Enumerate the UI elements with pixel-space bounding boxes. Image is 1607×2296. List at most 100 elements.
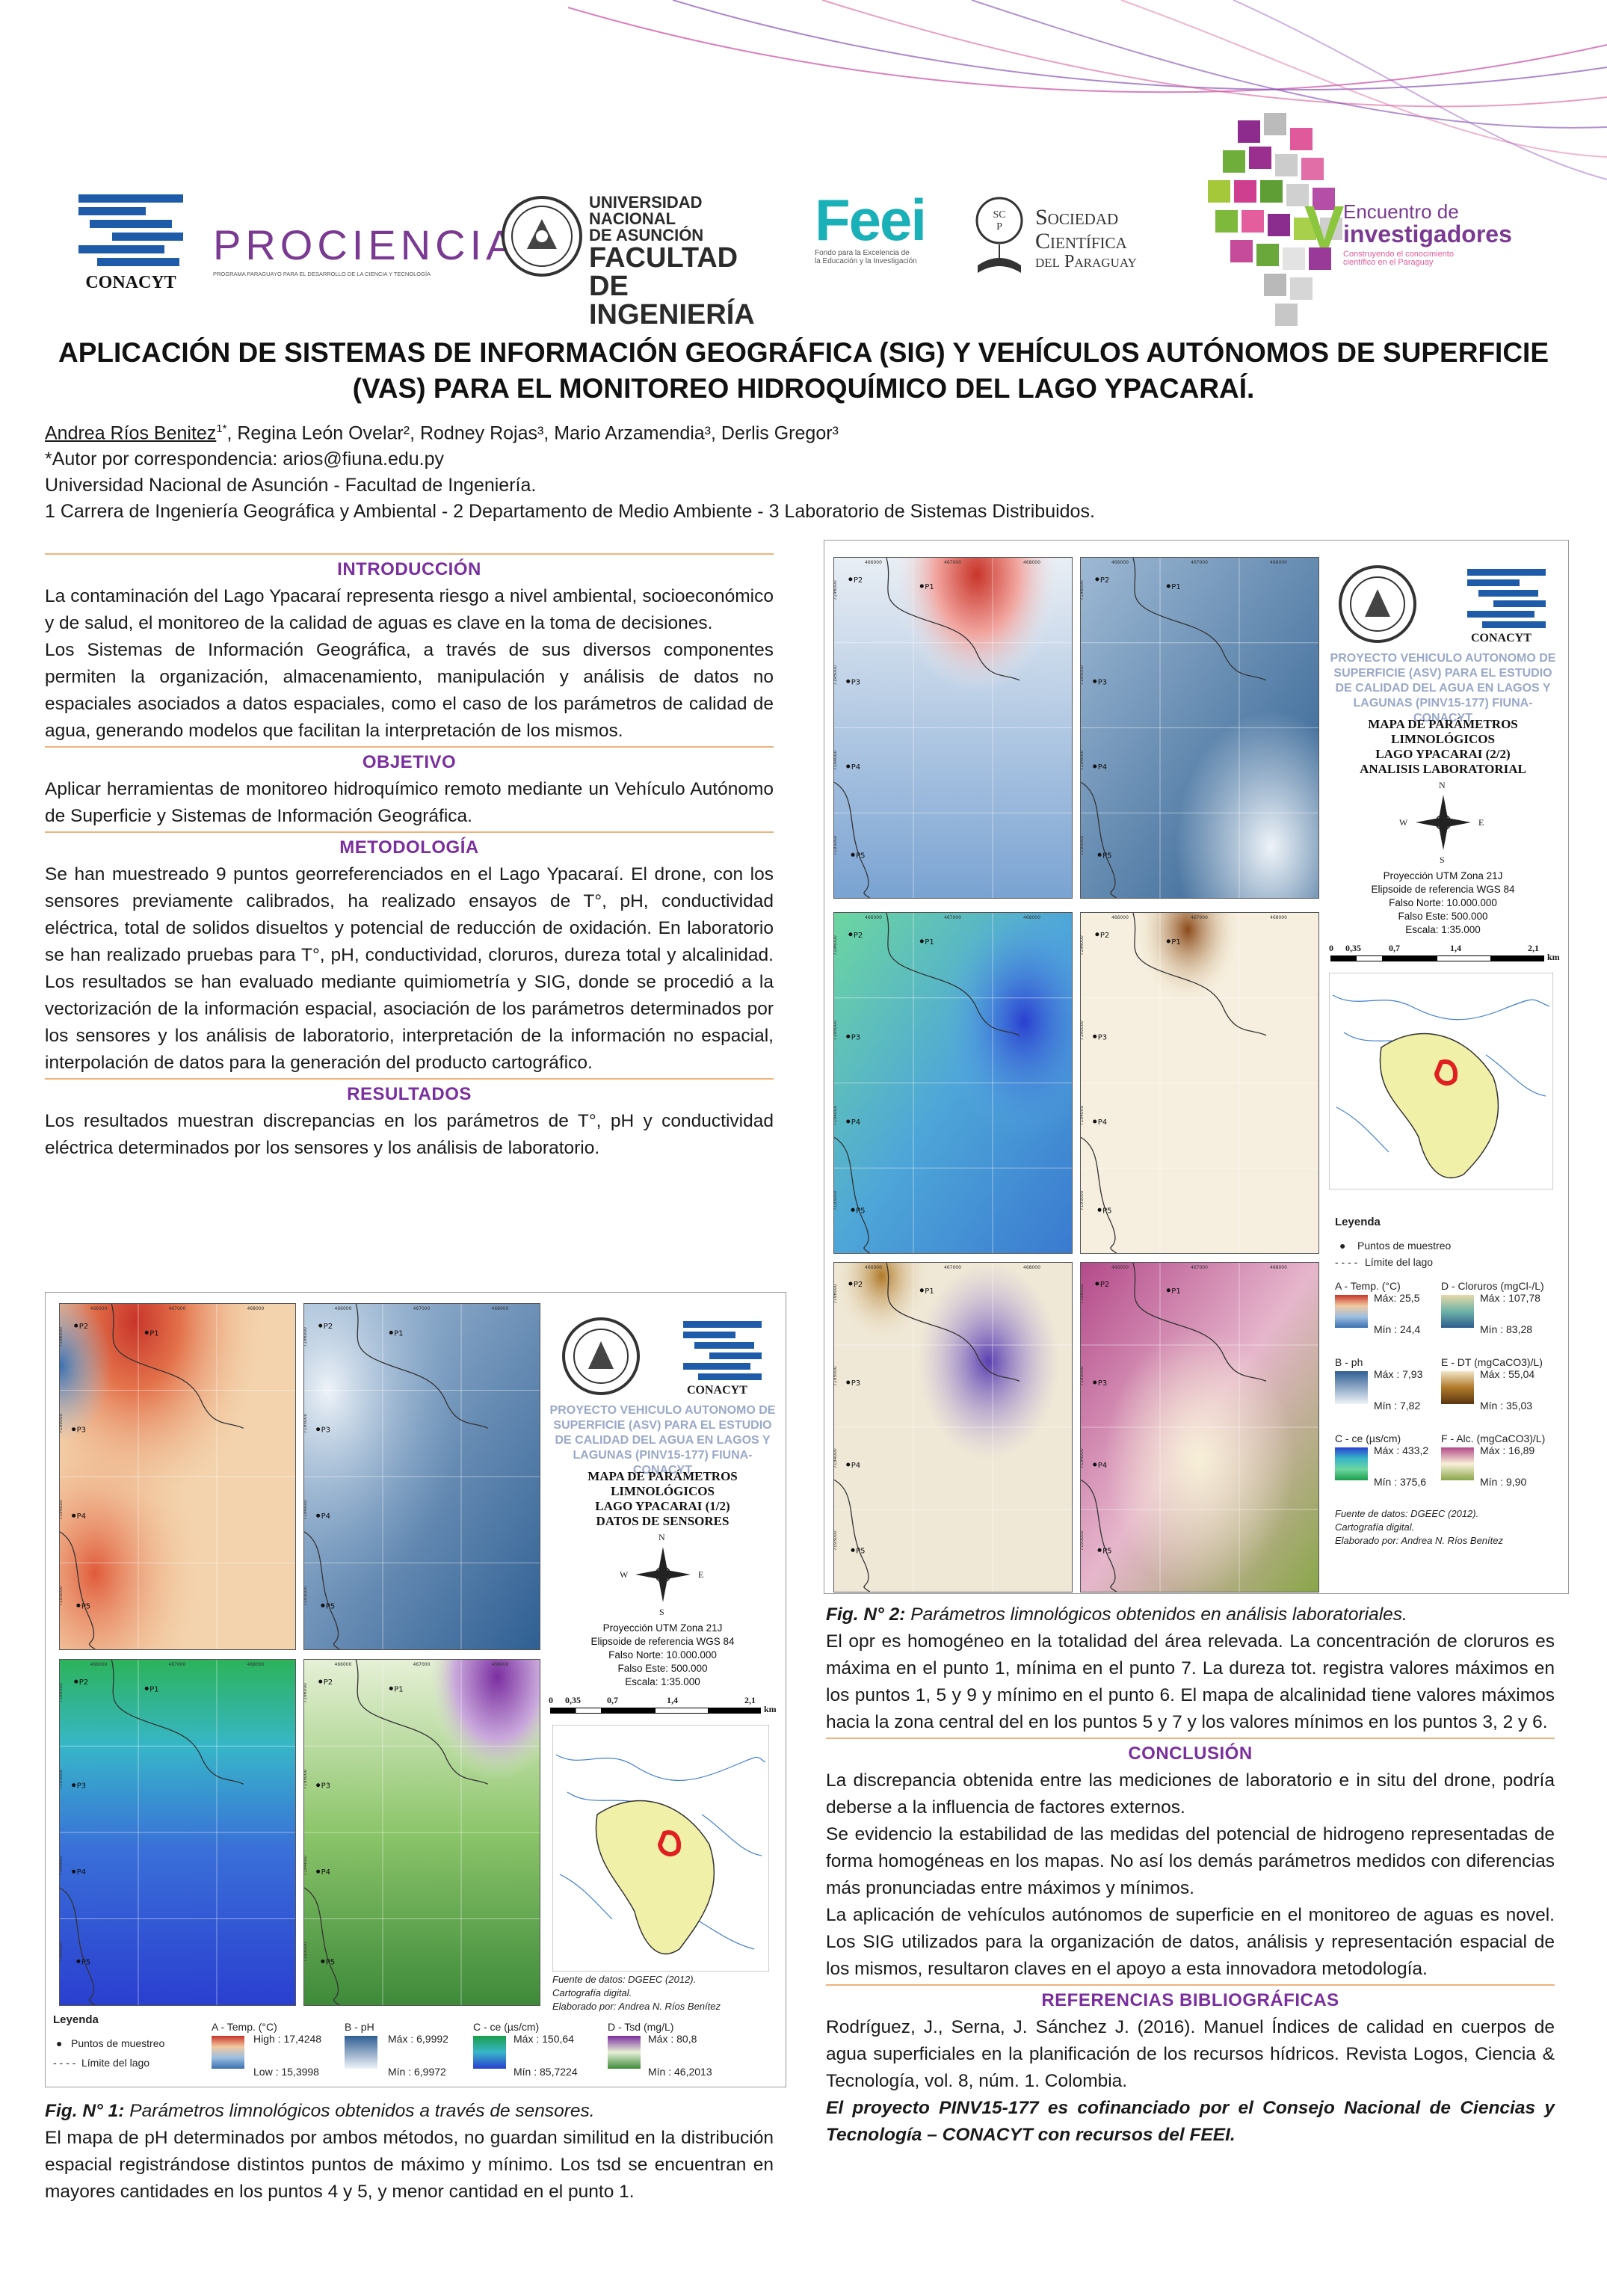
map-easting-tick: 467000 (413, 1306, 431, 1311)
resultados-heading: RESULTADOS (45, 1078, 774, 1108)
sampling-point-marker (1166, 1288, 1170, 1293)
fig2-map-e-raster: P1 P2 P3 P4 P5 466000 467000 468000 7196000 71950… (1081, 913, 1318, 1253)
map-easting-tick: 468000 (1023, 1265, 1040, 1270)
lake-boundary-line (1081, 1136, 1117, 1253)
map-easting-tick: 466000 (90, 1306, 108, 1311)
sampling-point-marker (318, 1323, 323, 1328)
conacyt-emblem (78, 194, 183, 266)
sampling-point-marker (72, 1427, 76, 1432)
sampling-point-label: P1 (925, 1287, 934, 1296)
fig1-legend: Leyenda ● Puntos de muestreo - - - - Lím… (46, 2010, 786, 2085)
sampling-point-label: P3 (321, 1782, 330, 1791)
fig2-map-f-alkalinity: P1 P2 P3 P4 P5 466000 467000 468000 7196000 71950… (1080, 1262, 1319, 1592)
fig1-conacyt-label: CONACYT (687, 1384, 747, 1397)
conclusion-paragraph-3: La aplicación de vehículos autónomos de … (826, 1905, 1555, 1979)
sampling-point-marker (1093, 1462, 1097, 1467)
fig2-leg-b-ramp (1335, 1371, 1368, 1404)
lake-boundary-line (1081, 781, 1117, 898)
map-northing-tick: 7193000 (834, 1190, 838, 1210)
feei-subtitle-1: Fondo para la Excelencia de (815, 249, 910, 257)
fig1-scale-unit: km (764, 1704, 777, 1714)
sampling-point-marker (848, 1281, 853, 1286)
sampling-point-label: P2 (79, 1323, 88, 1331)
sampling-point-label: P3 (77, 1782, 86, 1791)
fig2-scale-3: 1,4 (1450, 943, 1461, 953)
sampling-point-marker (74, 1679, 78, 1684)
lake-boundary-line (1132, 913, 1267, 1036)
fig2-locator-map (1329, 973, 1553, 1189)
prociencia-subtitle: PROGRAMA PARAGUAYO PARA EL DESARROLLO DE… (213, 271, 431, 277)
fig1-leg-c-min: Mín : 85,7224 (513, 2066, 578, 2078)
fig1-legend-title: Leyenda (53, 2013, 99, 2026)
map-northing-tick: 7194000 (304, 1856, 308, 1876)
fig1-caption-label: Fig. N° 1: (45, 2101, 125, 2121)
lake-boundary-line (111, 1304, 244, 1429)
fig2-map-f-raster: P1 P2 P3 P4 P5 466000 467000 468000 7196000 71950… (1081, 1263, 1318, 1592)
sampling-point-marker (144, 1686, 149, 1690)
fig2-legend-limit: Límite del lago (1365, 1256, 1434, 1268)
fig2-discussion: El opr es homogéneo en la totalidad del … (826, 1631, 1555, 1732)
sampling-point-label: P1 (925, 583, 934, 591)
sampling-point-label: P5 (326, 1958, 335, 1966)
author-list: Andrea Ríos Benitez1*, Regina León Ovela… (45, 416, 1465, 446)
scp-name-2: Científica (1035, 228, 1127, 253)
fig2-leg-f-min: Mín : 9,90 (1480, 1476, 1527, 1488)
sampling-point-marker (851, 1548, 855, 1552)
map-northing-tick: 7194000 (60, 1500, 64, 1520)
fig2-source-1: Fuente de datos: DGEEC (2012). (1335, 1508, 1479, 1519)
map-northing-tick: 7195000 (834, 1021, 838, 1041)
fig1-legend-point-symbol: ● (56, 2037, 63, 2049)
lake-boundary-line (60, 1887, 96, 2005)
map-northing-tick: 7195000 (60, 1769, 64, 1789)
lake-boundary-line (1081, 1479, 1117, 1592)
sampling-point-marker (316, 1513, 321, 1518)
sampling-point-label: P1 (1171, 1287, 1180, 1296)
fig1-compass-rose (635, 1547, 691, 1602)
sampling-point-marker (851, 1207, 855, 1212)
fig2-proj-3: Falso Norte: 10.000.000 (1389, 897, 1497, 908)
map-easting-tick: 467000 (169, 1662, 186, 1667)
map-northing-tick: 7193000 (834, 1530, 838, 1551)
fig1-leg-c-title: C - ce (µs/cm) (473, 2021, 540, 2033)
map-easting-tick: 466000 (335, 1306, 352, 1311)
map-northing-tick: 7194000 (834, 1105, 838, 1125)
left-text-column: INTRODUCCIÓN La contaminación del Lago Y… (45, 552, 774, 1162)
lake-boundary-line (886, 913, 1020, 1036)
fig1-map-d-tsd: P1 P2 P3 P4 P5 466000 467000 468000 7196000 71950… (303, 1659, 540, 2006)
intro-paragraph-2: Los Sistemas de Información Geográfica, … (45, 640, 774, 741)
conclusion-paragraph-2: Se evidencio la estabilidad de las medid… (826, 1824, 1555, 1898)
figure-1-panel: P1 P2 P3 P4 P5 466000 467000 468000 7196000 71950… (45, 1292, 786, 2087)
sampling-point-label: P3 (851, 678, 860, 686)
fig1-leg-a-ramp (212, 2036, 244, 2069)
fig1-source-3: Elaborado por: Andrea N. Ríos Benítez (552, 2001, 721, 2012)
cube-cluster-graphic (1206, 111, 1344, 327)
fig1-map-c-raster: P1 P2 P3 P4 P5 466000 467000 468000 7196000 71950… (60, 1660, 295, 2005)
map-easting-tick: 467000 (1191, 915, 1208, 920)
lake-boundary-line (304, 1887, 340, 2005)
map-northing-tick: 7193000 (60, 1586, 64, 1606)
fig2-leg-e-min: Mín : 35,03 (1480, 1400, 1533, 1412)
fig1-leg-b-max: Máx : 6,9992 (388, 2033, 448, 2045)
scp-emblem: SC P (975, 197, 1023, 273)
fig1-legend-limit: Límite del lago (81, 2057, 150, 2069)
fig2-compass-e: E (1478, 817, 1484, 828)
sampling-point-marker (1166, 584, 1170, 588)
una-name-2: DE ASUNCIÓN (589, 226, 704, 244)
first-author: Andrea Ríos Benitez (45, 422, 217, 444)
fig1-caption: Fig. N° 1: Parámetros limnológicos obten… (45, 2098, 774, 2125)
fig2-una-seal (1339, 565, 1416, 643)
sampling-point-marker (72, 1513, 76, 1518)
sampling-point-marker (1097, 1207, 1102, 1212)
fig2-leg-d-title: D - Cloruros (mgCl-/L) (1441, 1280, 1544, 1292)
map-easting-tick: 466000 (1111, 915, 1129, 920)
sampling-point-label: P1 (149, 1685, 158, 1693)
sampling-point-label: P3 (851, 1379, 860, 1388)
fig2-leg-c-min: Mín : 375,6 (1374, 1476, 1427, 1488)
fig2-map-a-raster: P1 P2 P3 P4 P5 466000 467000 468000 7196000 71950… (834, 558, 1072, 898)
encuentro-line1: Encuentro de (1343, 200, 1459, 223)
fig2-compass-rose (1416, 795, 1471, 850)
map-northing-tick: 7196000 (1081, 935, 1085, 955)
sampling-point-label: P2 (79, 1678, 88, 1687)
fig2-proj-2: Elipsoide de referencia WGS 84 (1371, 884, 1515, 895)
map-northing-tick: 7196000 (304, 1327, 308, 1347)
